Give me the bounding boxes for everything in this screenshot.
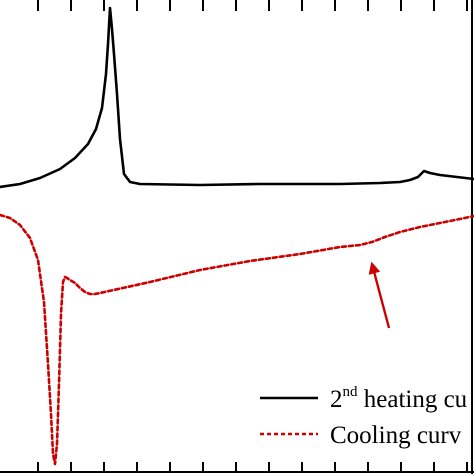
bottom-axis-ticks [37, 462, 468, 472]
cooling-curve-line [0, 213, 474, 466]
annotation-arrow [368, 261, 391, 329]
legend: 2nd heating cu Cooling curv [260, 384, 468, 449]
legend-label-cooling: Cooling curv [330, 422, 462, 449]
series-layer [0, 6, 474, 466]
legend-label-heating-sup: nd [343, 384, 359, 400]
top-axis-ticks [37, 0, 468, 11]
heating-curve-line [0, 6, 474, 189]
legend-label-heating-pre: 2 [330, 386, 343, 413]
annotation-layer [368, 261, 391, 329]
legend-label-heating-post: heating cu [358, 386, 468, 413]
legend-label-cooling-pre: Cooling curv [330, 422, 462, 449]
legend-label-heating: 2nd heating cu [330, 384, 468, 413]
